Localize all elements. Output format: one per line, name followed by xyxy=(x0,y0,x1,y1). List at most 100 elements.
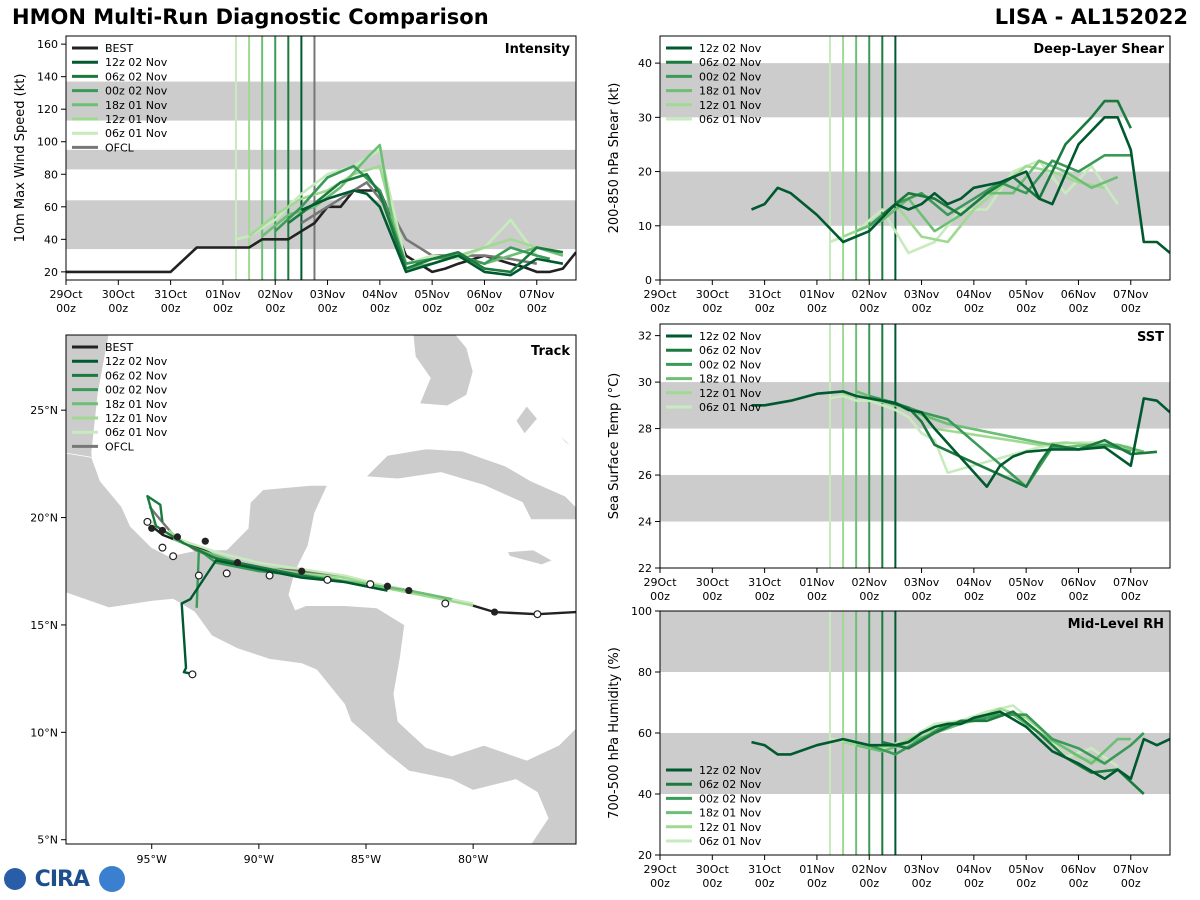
y-tick-label: 0 xyxy=(645,274,652,287)
x-tick-label: 06Nov xyxy=(1061,288,1097,301)
legend-label: 06z 01 Nov xyxy=(699,113,762,126)
legend-label: OFCL xyxy=(105,440,135,453)
x-tick-label: 05Nov xyxy=(414,288,450,301)
plot-frame xyxy=(65,334,577,845)
best-marker xyxy=(158,526,167,535)
best-marker xyxy=(383,582,392,590)
x-tick-label: 00z xyxy=(1016,302,1036,315)
forecast-marker xyxy=(194,571,203,580)
x-tick-label: 95°W xyxy=(137,853,167,866)
x-tick-label: 30Oct xyxy=(696,863,730,876)
x-tick-label: 03Nov xyxy=(904,576,940,589)
legend-label: 06z 01 Nov xyxy=(105,127,168,140)
panel-title: Mid-Level RH xyxy=(1068,617,1164,632)
x-tick-label: 04Nov xyxy=(956,863,992,876)
x-tick-label: 02Nov xyxy=(851,576,887,589)
y-tick-label: 80 xyxy=(44,168,58,181)
forecast-marker xyxy=(366,580,375,589)
legend-label: 12z 02 Nov xyxy=(699,764,762,777)
legend-label: 18z 01 Nov xyxy=(105,99,168,112)
legend-label: 00z 02 Nov xyxy=(699,792,762,805)
legend-label: 06z 02 Nov xyxy=(105,70,168,83)
x-tick-label: 29Oct xyxy=(643,576,677,589)
x-tick-label: 00z xyxy=(702,302,722,315)
x-tick-label: 07Nov xyxy=(1113,863,1149,876)
chart-shear: 01020304029Oct00z30Oct00z31Oct00z01Nov00… xyxy=(607,35,1171,315)
x-tick-label: 00z xyxy=(265,302,285,315)
land-jamaica xyxy=(506,549,554,566)
best-marker xyxy=(201,537,209,545)
land-central-america xyxy=(66,452,576,844)
x-tick-label: 00z xyxy=(475,302,495,315)
x-tick-label: 06Nov xyxy=(1061,863,1097,876)
y-tick-label: 30 xyxy=(638,376,652,389)
chart-intensity: 2040608010012014016029Oct00z30Oct00z31Oc… xyxy=(13,35,577,315)
x-tick-label: 03Nov xyxy=(310,288,346,301)
x-tick-label: 00z xyxy=(1016,877,1036,890)
y-tick-label: 30 xyxy=(638,111,652,124)
legend-label: 06z 02 Nov xyxy=(105,369,168,382)
x-tick-label: 00z xyxy=(56,302,76,315)
x-tick-label: 07Nov xyxy=(1113,288,1149,301)
land-bahamas xyxy=(515,405,538,435)
legend-label: 06z 02 Nov xyxy=(699,56,762,69)
x-tick-label: 02Nov xyxy=(257,288,293,301)
legend-label: 12z 01 Nov xyxy=(699,821,762,834)
x-tick-label: 00z xyxy=(912,302,932,315)
threshold-band xyxy=(660,382,1170,429)
y-tick-label: 20 xyxy=(638,166,652,179)
x-tick-label: 00z xyxy=(318,302,338,315)
x-tick-label: 01Nov xyxy=(799,288,835,301)
x-tick-label: 00z xyxy=(1121,590,1141,603)
cloud-icon xyxy=(98,866,125,892)
track-line xyxy=(180,559,388,676)
y-tick-label: 40 xyxy=(638,788,652,801)
x-tick-label: 00z xyxy=(755,302,775,315)
x-tick-label: 06Nov xyxy=(467,288,503,301)
x-tick-label: 30Oct xyxy=(102,288,136,301)
threshold-band xyxy=(66,149,576,170)
x-tick-label: 00z xyxy=(1121,302,1141,315)
x-tick-label: 00z xyxy=(213,302,233,315)
x-tick-label: 00z xyxy=(370,302,390,315)
legend-label: 12z 02 Nov xyxy=(699,330,762,343)
x-tick-label: 00z xyxy=(859,590,879,603)
forecast-marker xyxy=(265,571,274,580)
x-tick-label: 01Nov xyxy=(205,288,241,301)
legend-label: 12z 02 Nov xyxy=(699,42,762,55)
x-tick-label: 04Nov xyxy=(362,288,398,301)
x-tick-label: 01Nov xyxy=(799,863,835,876)
legend-label: 00z 02 Nov xyxy=(699,70,762,83)
threshold-band xyxy=(66,81,576,121)
y-tick-label: 28 xyxy=(638,423,652,436)
y-tick-label: 20°N xyxy=(30,512,58,525)
y-tick-label: 10 xyxy=(638,220,652,233)
legend-label: 12z 01 Nov xyxy=(105,113,168,126)
threshold-band xyxy=(660,475,1170,522)
plot-area xyxy=(660,36,1170,280)
x-tick-label: 00z xyxy=(912,590,932,603)
series-line xyxy=(751,710,1170,781)
legend-label: 12z 02 Nov xyxy=(105,56,168,69)
x-tick-label: 02Nov xyxy=(851,863,887,876)
series-line xyxy=(300,189,564,277)
x-tick-label: 31Oct xyxy=(748,576,782,589)
series-line xyxy=(868,713,1145,765)
forecast-marker xyxy=(169,552,178,561)
y-tick-label: 40 xyxy=(638,57,652,70)
x-tick-label: 90°W xyxy=(244,853,274,866)
series-line xyxy=(274,164,551,266)
x-tick-label: 00z xyxy=(702,877,722,890)
forecast-marker xyxy=(143,517,152,526)
legend-label: 12z 01 Nov xyxy=(105,412,168,425)
best-marker xyxy=(298,567,306,575)
series-line xyxy=(751,116,1170,254)
x-tick-label: 00z xyxy=(807,590,827,603)
x-tick-label: 07Nov xyxy=(1113,576,1149,589)
forecast-marker xyxy=(222,569,231,578)
x-tick-label: 05Nov xyxy=(1008,576,1044,589)
y-tick-label: 15°N xyxy=(30,619,58,632)
x-tick-label: 05Nov xyxy=(1008,863,1044,876)
y-tick-label: 20 xyxy=(44,266,58,279)
legend-label: 06z 01 Nov xyxy=(699,401,762,414)
